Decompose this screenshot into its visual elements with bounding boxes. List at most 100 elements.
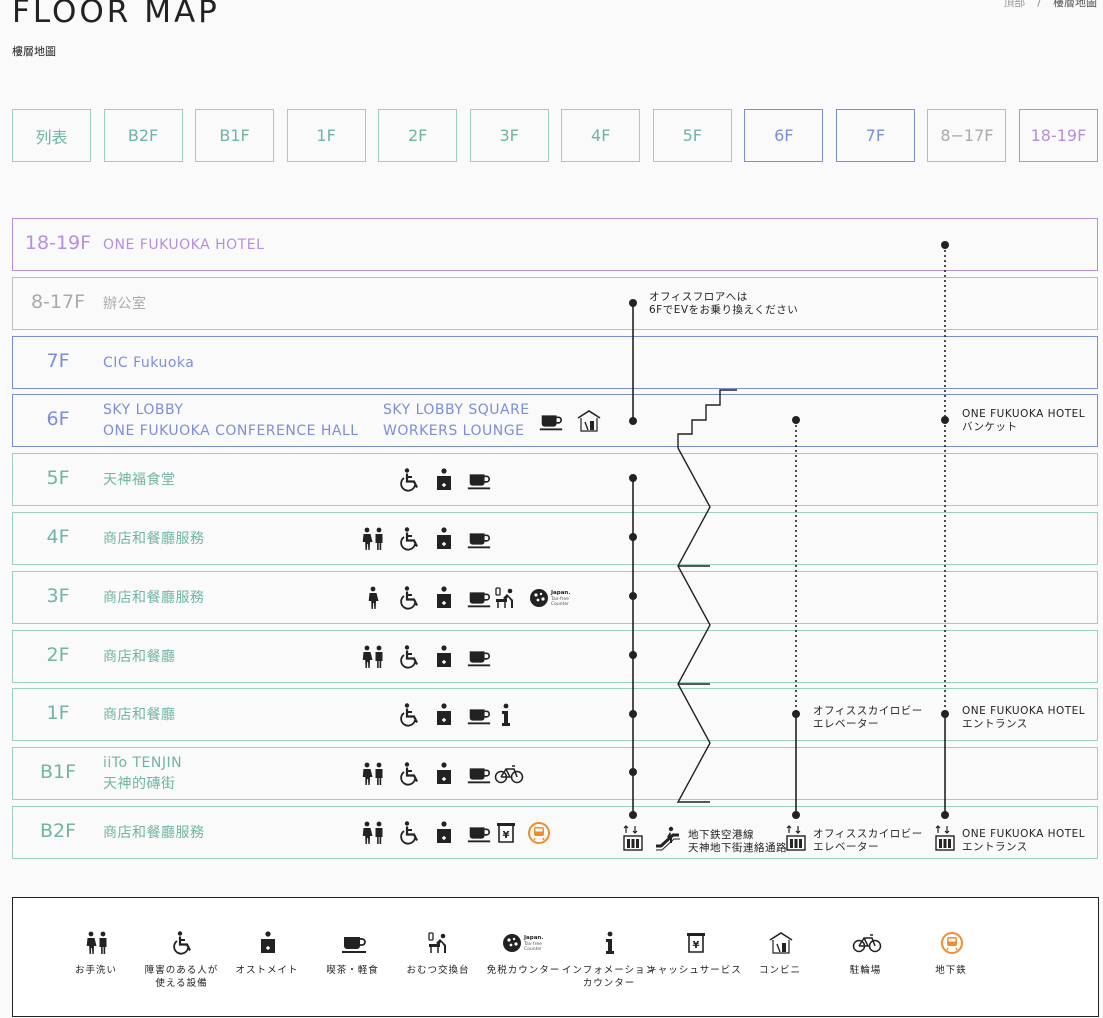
floor-label: B2F	[39, 820, 77, 842]
accessible-icon	[168, 928, 198, 958]
subway-link-note: 地下鉄空港線 天神地下街連絡通路	[688, 829, 787, 855]
breadcrumb-home-link[interactable]: 頂部	[1003, 0, 1026, 9]
floor-label: 3F	[46, 585, 70, 607]
legend-label: インフォメーション カウンター	[554, 964, 664, 990]
cafe-icon	[466, 467, 492, 493]
floor-row-6f[interactable]: 6F SKY LOBBY ONE FUKUOKA CONFERENCE HALL SK…	[12, 394, 1098, 447]
svg-text:¥: ¥	[503, 830, 510, 841]
floor-name-line: ONE FUKUOKA CONFERENCE HALL	[103, 423, 359, 439]
floor-row-4f[interactable]: 4F 商店和餐廳服務	[12, 512, 1098, 565]
tab-b1f[interactable]: B1F	[195, 109, 275, 162]
legend-label: 喫茶・軽食	[298, 964, 408, 977]
bicycle-icon	[852, 928, 882, 958]
cafe-icon	[466, 644, 492, 670]
floor-row-18-19f[interactable]: 18-19F ONE FUKUOKA HOTEL	[12, 218, 1098, 271]
floor-row-5f[interactable]: 5F 天神福食堂	[12, 453, 1098, 506]
restroom-icon	[82, 928, 112, 958]
tab-4f[interactable]: 4F	[561, 109, 641, 162]
note-line: ONE FUKUOKA HOTEL	[962, 705, 1086, 717]
diaper-icon	[493, 585, 519, 611]
floor-name: 商店和餐廳	[103, 647, 176, 668]
note-line: オフィススカイロビー	[813, 828, 923, 840]
floor-tabs: 列表 B2F B1F 1F 2F 3F 4F 5F 6F 7F 8−17F 18-19F	[12, 109, 1099, 164]
floor-row-8-17f[interactable]: 8-17F 辦公室	[12, 277, 1098, 330]
legend-label-line: カウンター	[582, 978, 636, 989]
restroom-female-icon	[360, 585, 386, 611]
floor-name: ONE FUKUOKA HOTEL	[103, 235, 264, 256]
legend-label-line: コンビニ	[758, 965, 801, 976]
legend-label-line: 地下鉄	[935, 965, 967, 976]
page-subtitle: 樓層地圖	[12, 45, 56, 58]
floor-name-line: SKY LOBBY SQUARE	[383, 402, 530, 418]
floor-name: 辦公室	[103, 294, 147, 315]
atm-icon: ¥	[493, 820, 519, 846]
floor-name: 商店和餐廳服務	[103, 529, 205, 550]
svg-text:Tax-free: Tax-free	[550, 596, 569, 602]
ostomate-icon	[253, 928, 283, 958]
note-line: ONE FUKUOKA HOTEL	[962, 408, 1086, 420]
note-line: 6FでEVをお乗り換えください	[649, 304, 799, 316]
floor-row-b1f[interactable]: B1F iiTo TENJIN 天神的磚街	[12, 747, 1098, 800]
legend-label-line: キャッシュサービス	[647, 965, 742, 976]
restroom-icon	[360, 526, 386, 552]
floor-row-1f[interactable]: 1F 商店和餐廳	[12, 688, 1098, 741]
legend-label: お手洗い	[41, 964, 151, 977]
taxfree-icon: Japan. Tax-free Counter	[501, 928, 547, 958]
ostomate-icon	[431, 526, 457, 552]
note-line: オフィスフロアへは	[649, 291, 748, 303]
legend-label: 免税カウンター	[469, 964, 579, 977]
floor-row-3f[interactable]: 3F 商店和餐廳服務 Japan. Tax-free Counter	[12, 571, 1098, 624]
ostomate-icon	[431, 644, 457, 670]
tab-8-17f[interactable]: 8−17F	[927, 109, 1007, 162]
tab-7f[interactable]: 7F	[835, 109, 915, 162]
floor-name-line: 商店和餐廳服務	[103, 531, 205, 547]
svg-text:Japan.: Japan.	[550, 590, 570, 596]
tab-2f[interactable]: 2F	[378, 109, 458, 162]
floor-row-7f[interactable]: 7F CIC Fukuoka	[12, 336, 1098, 389]
floor-label: 2F	[46, 644, 70, 666]
page-title: FLOOR MAP	[12, 0, 220, 30]
floor-name: CIC Fukuoka	[103, 353, 194, 374]
accessible-icon	[397, 644, 423, 670]
tab-3f[interactable]: 3F	[469, 109, 549, 162]
office-elevator-b2f-note: オフィススカイロビー エレベーター	[813, 828, 923, 854]
elevator-icon	[786, 824, 806, 852]
note-line: 天神地下街連絡通路	[688, 842, 787, 854]
floor-name-line: 商店和餐廳	[103, 649, 176, 665]
floor-label: 6F	[46, 408, 70, 430]
legend-label-line: インフォメーション	[561, 965, 657, 976]
floor-name: 商店和餐廳服務	[103, 823, 205, 844]
cafe-icon	[339, 928, 369, 958]
note-line: ONE FUKUOKA HOTEL	[962, 828, 1086, 840]
floor-name: 商店和餐廳	[103, 705, 176, 726]
ostomate-icon	[431, 820, 457, 846]
elevator-icon	[935, 824, 955, 852]
floor-name-line: iiTo TENJIN	[103, 755, 183, 771]
floor-row-b2f[interactable]: B2F 商店和餐廳服務 ¥	[12, 806, 1098, 859]
legend-label: オストメイト	[212, 964, 322, 977]
diaper-icon	[424, 928, 454, 958]
floor-name-line: 天神福食堂	[103, 472, 176, 488]
legend-label: おむつ交換台	[383, 964, 493, 977]
legend-label-line: 喫茶・軽食	[326, 965, 379, 976]
tab-5f[interactable]: 5F	[652, 109, 732, 162]
subway-icon	[526, 820, 552, 846]
floor-name-line: 天神的磚街	[103, 776, 176, 792]
ostomate-icon	[431, 702, 457, 728]
legend-label-line: お手洗い	[74, 965, 117, 976]
restroom-icon	[360, 820, 386, 846]
ostomate-icon	[431, 761, 457, 787]
tab-1f[interactable]: 1F	[286, 109, 366, 162]
legend-label-line: オストメイト	[235, 965, 299, 976]
hotel-entrance-1f-note: ONE FUKUOKA HOTEL エントランス	[962, 705, 1085, 731]
cafe-icon	[538, 408, 564, 434]
tab-18-19f[interactable]: 18-19F	[1018, 109, 1098, 162]
floor-label: B1F	[39, 761, 77, 783]
ostomate-icon	[431, 467, 457, 493]
tab-b2f[interactable]: B2F	[103, 109, 183, 162]
tab-6f[interactable]: 6F	[744, 109, 824, 162]
floor-row-2f[interactable]: 2F 商店和餐廳	[12, 630, 1098, 683]
tab-list[interactable]: 列表	[12, 109, 91, 162]
accessible-icon	[397, 702, 423, 728]
info-icon	[595, 928, 625, 958]
